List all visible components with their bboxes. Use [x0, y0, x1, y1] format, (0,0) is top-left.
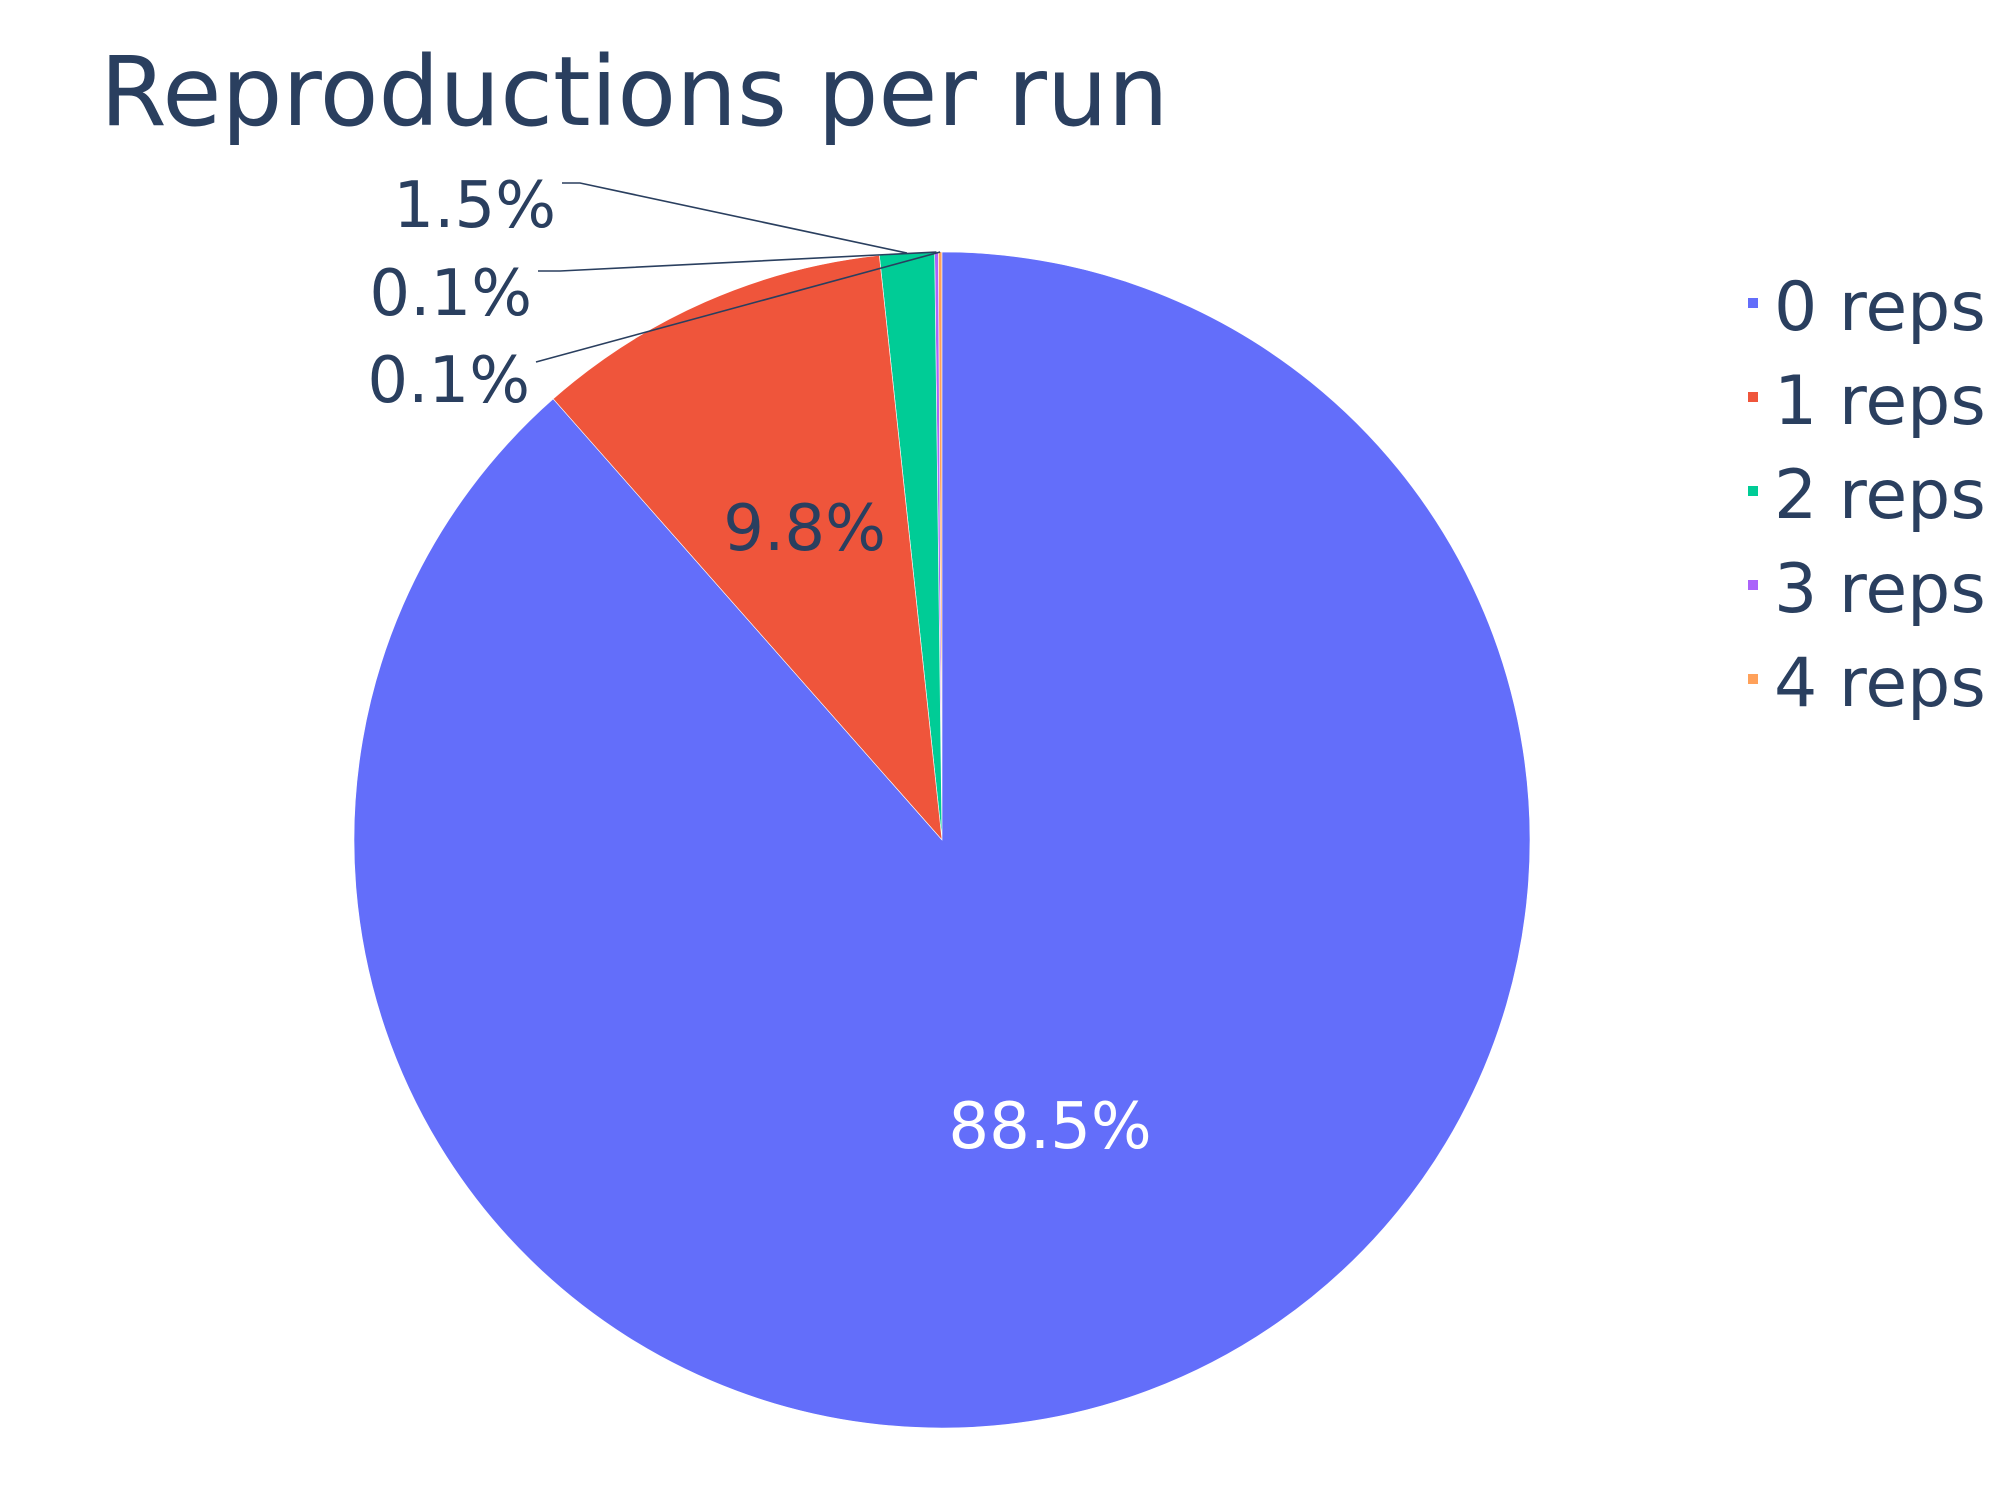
legend-item-1-reps[interactable]: 1 reps	[1748, 362, 1986, 441]
legend-label: 0 reps	[1774, 268, 1986, 347]
legend-label: 3 reps	[1774, 550, 1986, 629]
legend-swatch	[1748, 392, 1758, 402]
legend-item-0-reps[interactable]: 0 reps	[1748, 268, 1986, 347]
legend-label: 1 reps	[1774, 362, 1986, 441]
chart-title: Reproductions per run	[100, 36, 1169, 148]
leader-line-2-reps	[562, 182, 908, 254]
legend-label: 2 reps	[1774, 456, 1986, 535]
pie-slice-0-reps[interactable]	[353, 251, 1531, 1429]
legend-swatch	[1748, 486, 1758, 496]
legend-item-4-reps[interactable]: 4 reps	[1748, 644, 1986, 723]
legend-label: 4 reps	[1774, 644, 1986, 723]
leader-line-4-reps	[535, 251, 941, 363]
leader-line-3-reps	[538, 251, 937, 272]
pie-slice-1-reps[interactable]	[552, 255, 943, 841]
slice-label-4-reps: 0.1%	[367, 344, 530, 418]
legend-swatch	[1748, 674, 1758, 684]
legend-item-3-reps[interactable]: 3 reps	[1748, 550, 1986, 629]
legend-swatch	[1748, 298, 1758, 308]
slice-label-3-reps: 0.1%	[369, 257, 532, 331]
slice-label-2-reps: 1.5%	[393, 169, 556, 243]
slice-label-1-reps: 9.8%	[723, 492, 886, 566]
legend-item-2-reps[interactable]: 2 reps	[1748, 456, 1986, 535]
legend-swatch	[1748, 580, 1758, 590]
slice-label-0-reps: 88.5%	[948, 1090, 1151, 1164]
